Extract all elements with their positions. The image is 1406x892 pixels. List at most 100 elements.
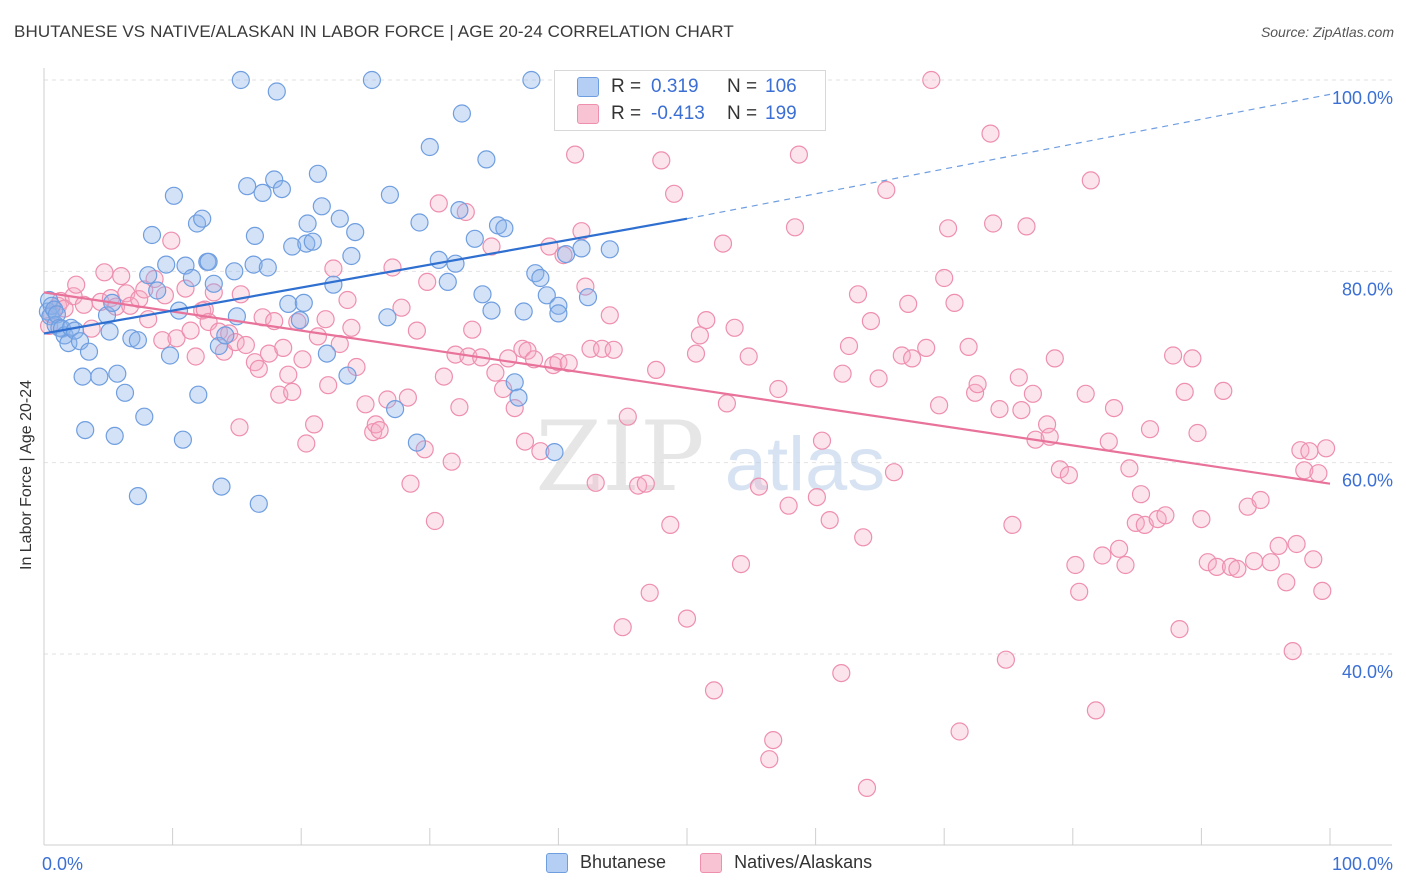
natives-point xyxy=(429,194,448,213)
natives-point xyxy=(697,311,716,330)
bhutanese-point xyxy=(378,308,397,327)
natives-point xyxy=(789,145,809,164)
bhutanese-point xyxy=(330,209,349,228)
natives-point xyxy=(785,218,805,237)
bhutanese-point xyxy=(380,185,399,204)
natives-point xyxy=(854,528,873,547)
natives-point xyxy=(505,399,524,418)
bhutanese-point xyxy=(522,70,541,90)
legend-n-label: N = xyxy=(727,76,758,97)
natives-point xyxy=(968,375,987,394)
natives-point xyxy=(1207,557,1226,577)
natives-point xyxy=(812,431,832,450)
bhutanese-point xyxy=(294,293,313,312)
bhutanese-point xyxy=(245,226,264,245)
natives-point xyxy=(338,290,357,310)
series-legend-natives[interactable]: Natives/Alaskans xyxy=(700,852,872,873)
natives-point xyxy=(725,318,744,337)
natives-point xyxy=(378,390,397,409)
natives-point xyxy=(274,338,293,357)
bhutanese-point xyxy=(531,268,550,288)
natives-point xyxy=(1116,555,1135,575)
bhutanese-point xyxy=(495,219,514,238)
watermark-atlas: atlas xyxy=(725,422,886,507)
bhutanese-point xyxy=(244,255,263,274)
natives-point xyxy=(167,329,186,348)
natives-point xyxy=(482,237,501,256)
natives-point xyxy=(1287,534,1306,554)
natives-point xyxy=(1244,552,1264,571)
natives-point xyxy=(1283,641,1302,661)
natives-point xyxy=(95,263,114,282)
natives-point xyxy=(764,730,783,750)
natives-point xyxy=(877,180,896,200)
natives-point xyxy=(1313,581,1332,601)
natives-point xyxy=(739,347,758,366)
natives-point xyxy=(1156,506,1175,525)
natives-point xyxy=(1309,464,1328,483)
y-tick-label: 60.0% xyxy=(1342,471,1393,491)
series-legend-bhutanese[interactable]: Bhutanese xyxy=(546,852,666,873)
natives-point xyxy=(1163,346,1183,365)
natives-point xyxy=(1086,701,1106,720)
natives-point xyxy=(731,554,751,574)
natives-point xyxy=(1183,349,1202,368)
natives-point xyxy=(494,379,513,399)
natives-point xyxy=(690,326,710,345)
bhutanese-point xyxy=(450,201,469,220)
natives-point xyxy=(342,318,361,337)
trend-lines xyxy=(43,93,1331,485)
bhutanese-point xyxy=(238,177,257,196)
bhutanese-point xyxy=(303,232,322,251)
natives-point xyxy=(181,321,200,340)
natives-point xyxy=(652,151,671,170)
legend-r-value-bhutanese: 0.319 xyxy=(651,76,699,97)
bhutanese-point xyxy=(105,426,124,445)
natives-point xyxy=(67,275,86,294)
bhutanese-point xyxy=(298,214,317,233)
natives-point xyxy=(576,277,595,296)
natives-point xyxy=(1228,559,1247,579)
bhutanese-point xyxy=(317,344,336,363)
natives-point xyxy=(779,496,798,515)
natives-point xyxy=(297,434,316,453)
natives-point xyxy=(1170,619,1189,639)
natives-point xyxy=(950,722,969,741)
natives-point xyxy=(230,418,249,437)
bhutanese-point xyxy=(342,246,361,266)
bhutanese-point xyxy=(142,225,162,245)
bhutanese-point xyxy=(253,183,272,202)
natives-point xyxy=(1198,553,1217,572)
bhutanese-point xyxy=(279,294,298,313)
natives-point xyxy=(1003,515,1022,535)
bhutanese-point xyxy=(231,70,250,90)
bhutanese-point xyxy=(473,285,492,304)
natives-point xyxy=(1017,217,1036,236)
bhutanese-point xyxy=(70,332,90,351)
bhutanese-point xyxy=(312,197,331,216)
natives-point xyxy=(613,618,632,637)
natives-point xyxy=(531,442,550,461)
bhutanese-point xyxy=(537,286,556,305)
natives-point xyxy=(162,231,181,250)
natives-point xyxy=(456,202,475,222)
bhutanese-point xyxy=(297,234,316,253)
natives-point xyxy=(769,379,788,399)
y-tick-label: 100.0% xyxy=(1332,88,1393,108)
natives-point xyxy=(1175,382,1194,401)
bhutanese-point xyxy=(199,252,218,271)
bhutanese-point xyxy=(407,433,426,452)
natives-point xyxy=(832,663,851,683)
natives-point xyxy=(324,259,343,278)
bhutanese-point xyxy=(324,275,343,294)
natives-point xyxy=(279,365,298,384)
natives-point xyxy=(1269,536,1288,556)
bhutanese-point xyxy=(290,311,309,330)
bhutanese-point xyxy=(182,268,201,288)
bhutanese-point xyxy=(122,329,141,348)
bhutanese-point xyxy=(272,180,291,199)
natives-point xyxy=(1251,490,1270,510)
natives-point xyxy=(565,145,585,164)
natives-point xyxy=(1316,439,1336,458)
